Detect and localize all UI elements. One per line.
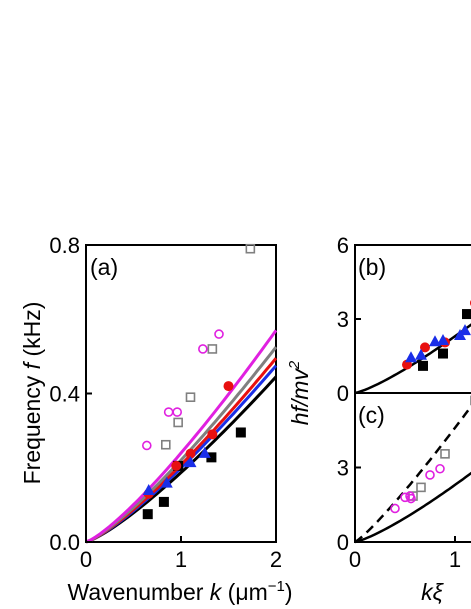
panel-a-curve-2: [85, 357, 278, 544]
panel-c-xtick-label-1: 1: [449, 547, 461, 572]
panel-a-series-3-point-3: [207, 344, 218, 354]
panel-a-series-4-point-1: [163, 407, 174, 417]
panel-a-series-0-point-3: [206, 452, 217, 463]
panel-a-series-0-point-4: [235, 427, 246, 438]
panel-a-series-4-point-2: [172, 407, 182, 417]
panel-b-series-2-point-3: [437, 333, 449, 345]
panel-c-series-1-point-4: [425, 470, 435, 480]
panel-b-ytick-label-0: 0: [337, 381, 349, 406]
panel-a-series-1-point-2: [185, 448, 196, 459]
panel-a-series-4-point-4: [214, 329, 224, 339]
panel-a-curve-3: [85, 346, 278, 544]
panel-c-series-0-point-1: [416, 482, 426, 493]
panel-c-ytick-label-0: 0: [337, 530, 349, 555]
panel-c-series-1-point-5: [435, 463, 445, 474]
panel-a-series-1-point-3: [207, 429, 218, 440]
panel-b-ytick-label-2: 6: [337, 233, 349, 258]
panel-b-series-0-point-0: [418, 360, 428, 371]
panel-b-curve-0: [354, 323, 471, 395]
panel-c-ytick-label-1: 3: [337, 456, 349, 481]
panel-c-series-1-point-3: [406, 493, 416, 504]
panel-a-xtick-label-2: 2: [270, 547, 282, 572]
panel-a-series-2-point-1: [160, 476, 173, 488]
panel-a-series-3-point-1: [173, 417, 183, 428]
panel-b-marks: 0 3 6: [337, 233, 471, 406]
panel-b-series-2-point-1: [415, 348, 427, 360]
panel-a-series-1-point-4: [223, 381, 234, 392]
panel-a-xtick-label-1: 1: [175, 547, 187, 572]
panel-a-xlabel-close: ): [285, 579, 293, 605]
panel-a-marks: 0 1 2 0.0 0.4 0.8: [49, 233, 282, 572]
panel-c-xtick-label-0: 0: [349, 547, 361, 572]
panel-c-curve-1: [354, 404, 471, 544]
panel-a-series-0-point-1: [158, 496, 169, 507]
panel-bc-ylabel-sup: 2: [286, 360, 303, 370]
panel-a-series-2-point-2: [184, 456, 197, 468]
panel-a-ylabel-pre: Frequency: [19, 369, 45, 484]
panel-b-series-2-point-0: [405, 351, 417, 363]
panel-a-xlabel: Wavenumber k (μm−1): [67, 578, 292, 605]
panel-bc-ylabel-var: hf/mv: [287, 368, 313, 426]
panel-a-ytick-label-0: 0.0: [49, 530, 80, 555]
panel-a-series-1-point-1: [171, 460, 182, 471]
panel-a-series-3-point-0: [161, 439, 171, 450]
panel-a-ytick-label-2: 0.8: [49, 233, 80, 258]
panel-c-series-1-point-0: [390, 503, 400, 514]
panel-a-ylabel-var: f: [19, 360, 45, 369]
panel-a-xlabel-var: k: [210, 579, 223, 605]
panel-a-ylabel-units: (kHz): [19, 302, 45, 363]
panel-a-label: (a): [90, 254, 118, 280]
panel-b-label: (b): [358, 254, 386, 280]
panel-a-series-4-point-3: [198, 344, 208, 354]
panel-b-ytick-label-1: 3: [337, 307, 349, 332]
panel-c-series-0-point-2: [440, 449, 450, 459]
panel-a-series-3-point-4: [245, 243, 256, 254]
panel-b-series-0-point-1: [438, 348, 448, 359]
panel-a-series-2-point-3: [198, 446, 211, 458]
panel-bc-ylabel: hf/mv2: [286, 360, 313, 425]
panel-b-series-1-point-1: [420, 342, 430, 353]
panel-c-series-1-point-1: [400, 492, 410, 503]
panel-a-series-4-point-0: [142, 440, 152, 451]
panel-a-series-3-point-2: [185, 392, 196, 403]
panel-a-xlabel-units: (μm: [221, 579, 267, 605]
panel-a-ylabel: Frequency f (kHz): [19, 302, 45, 485]
panel-a-series-2-point-0: [142, 484, 155, 496]
panel-a-xlabel-sup: −1: [268, 578, 285, 595]
panel-c-xlabel: kξ: [421, 579, 445, 605]
panel-a-ytick-label-1: 0.4: [49, 382, 80, 407]
panel-c-curve-0: [354, 471, 471, 544]
panel-b-series-2-point-5: [459, 324, 471, 336]
panel-a-xtick-label-0: 0: [80, 547, 92, 572]
panel-a-xlabel-pre: Wavenumber: [67, 579, 209, 605]
panel-c-marks: 0 3 0 1: [337, 395, 471, 572]
panel-a-series-0-point-0: [142, 509, 153, 520]
panel-a-curve-4: [85, 329, 278, 544]
panel-b-series-0-point-2: [462, 309, 471, 320]
panel-c-label: (c): [358, 402, 385, 428]
